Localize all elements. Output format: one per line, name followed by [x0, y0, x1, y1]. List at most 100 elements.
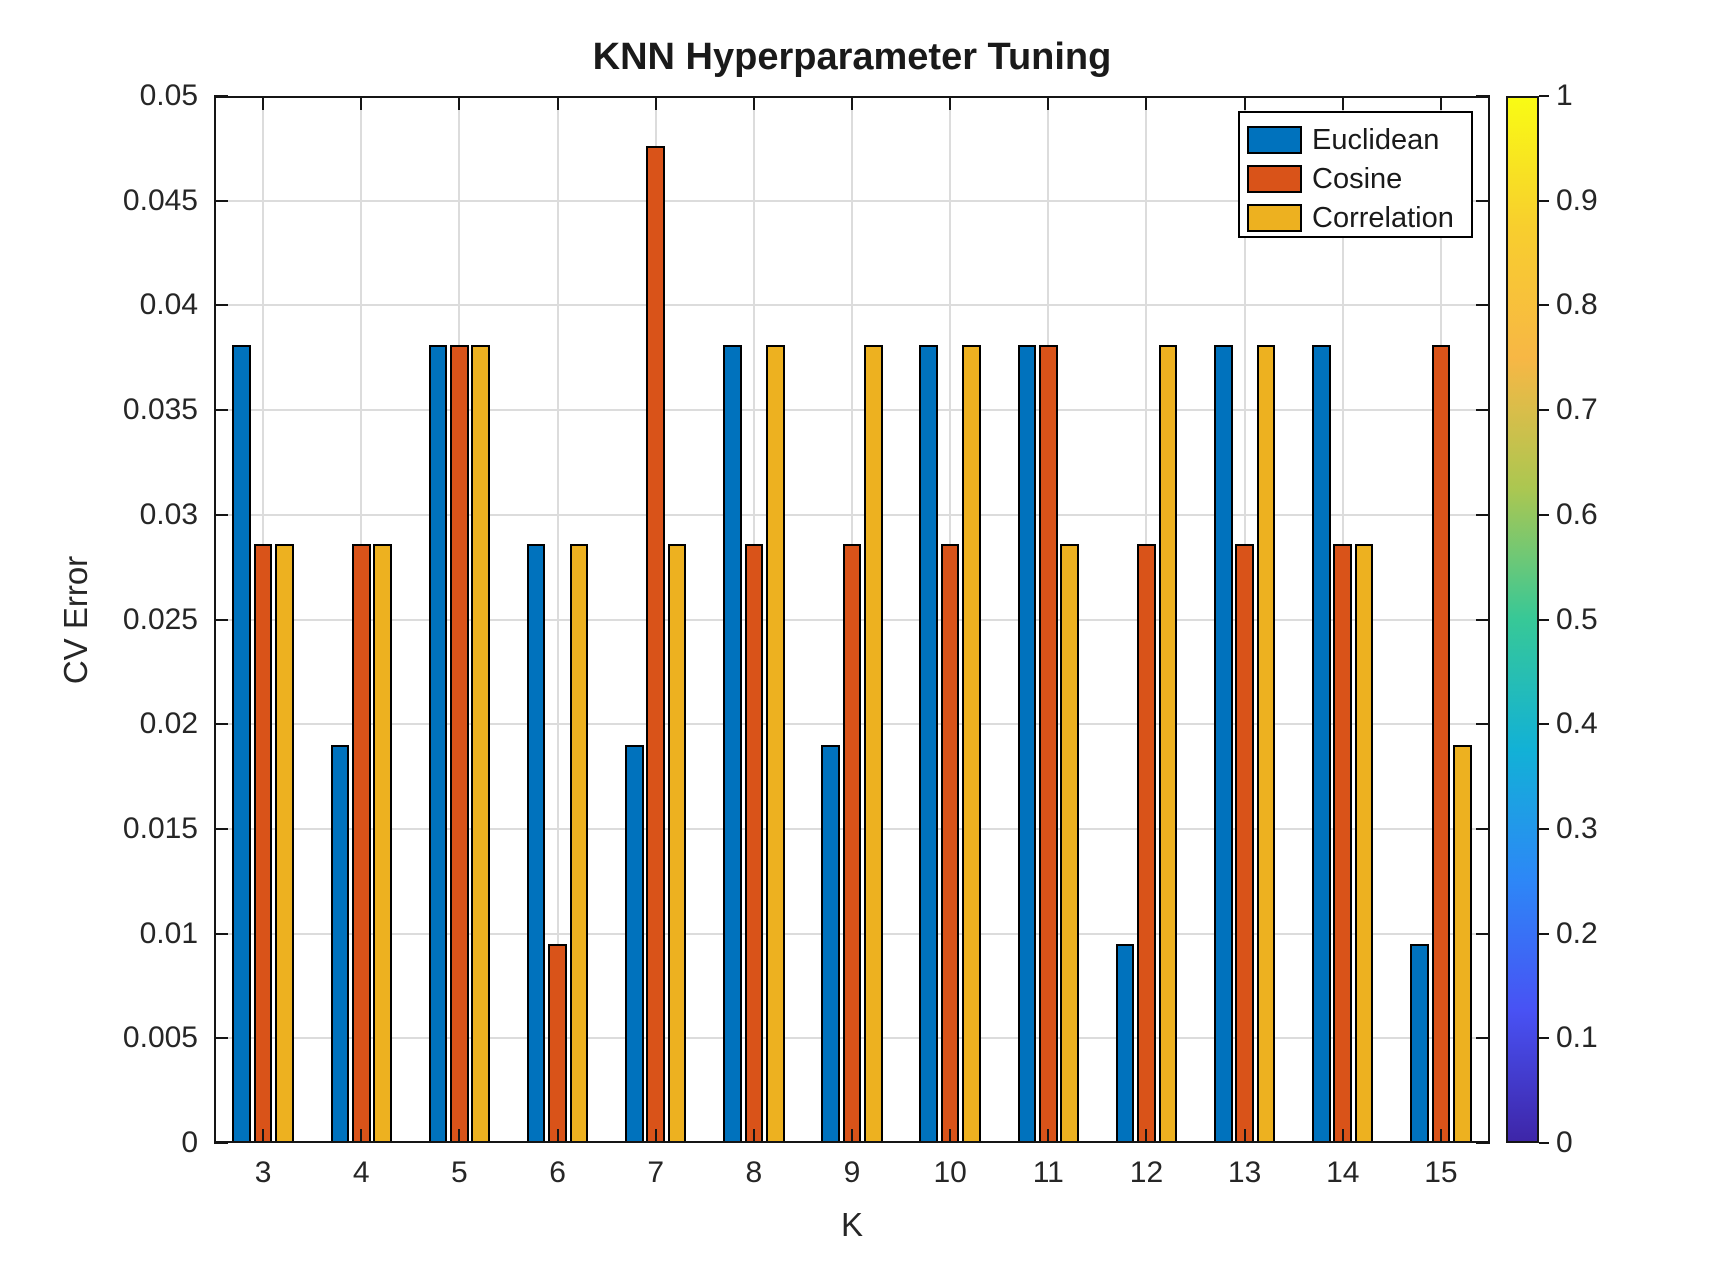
legend-swatch-cosine [1247, 164, 1302, 193]
colorbar-tick-label: 0.7 [1556, 393, 1598, 427]
y-tick-right [1476, 95, 1490, 97]
colorbar-tick [1539, 827, 1549, 830]
colorbar-tick [1539, 513, 1549, 516]
plot-area [214, 95, 1490, 1144]
x-tick-label: 15 [1424, 1156, 1458, 1189]
bar-euclidean-k8 [723, 345, 742, 1143]
bar-euclidean-k14 [1312, 345, 1331, 1143]
x-tick-bottom [262, 1129, 265, 1143]
legend-row-euclidean: Euclidean [1240, 120, 1471, 159]
x-tick-label: 5 [451, 1156, 468, 1189]
y-tick-right [1476, 827, 1490, 830]
colorbar-tick-label: 0 [1556, 1126, 1573, 1159]
bar-euclidean-k6 [526, 544, 546, 1143]
bar-euclidean-k11 [1017, 345, 1037, 1143]
bar-euclidean-k3 [232, 345, 251, 1143]
bar-euclidean-k5 [428, 345, 448, 1143]
legend-row-cosine: Cosine [1240, 159, 1471, 198]
x-tick-bottom [949, 1129, 952, 1143]
y-tick-label: 0.045 [122, 183, 198, 217]
x-tick-bottom [654, 1129, 657, 1143]
y-tick-right [1476, 1142, 1490, 1144]
bar-correlation-k14 [1354, 544, 1374, 1143]
x-axis-label: K [840, 1206, 863, 1243]
y-tick-left [214, 304, 228, 307]
x-tick-top [851, 96, 853, 110]
y-tick-right [1476, 409, 1490, 412]
x-tick-label: 11 [1032, 1156, 1064, 1189]
colorbar-tick-label: 0.3 [1556, 811, 1598, 845]
y-tick-left [214, 932, 228, 935]
colorbar-tick-label: 0.2 [1556, 916, 1598, 950]
x-tick-top [1341, 96, 1344, 110]
x-tick-top [262, 96, 265, 110]
bar-cosine-k10 [940, 544, 960, 1143]
legend: Euclidean Cosine Correlation [1238, 111, 1473, 238]
y-tick-label: 0.025 [122, 602, 198, 636]
bar-cosine-k7 [646, 146, 665, 1143]
x-tick-top [752, 96, 755, 110]
bar-cosine-k4 [351, 544, 371, 1143]
bar-cosine-k3 [253, 544, 273, 1143]
y-tick-left [214, 409, 228, 412]
y-tick-label: 0 [181, 1126, 198, 1159]
y-tick-left [214, 95, 228, 97]
x-tick-bottom [752, 1129, 755, 1143]
x-tick-top [458, 96, 461, 110]
colorbar-tick-label: 0.8 [1556, 288, 1598, 322]
x-tick-label: 6 [549, 1156, 566, 1189]
colorbar-tick-label: 1 [1556, 79, 1573, 112]
colorbar-tick-label: 0.4 [1556, 707, 1598, 741]
bar-correlation-k5 [471, 345, 491, 1143]
x-tick-label: 3 [254, 1156, 272, 1189]
x-tick-label: 8 [745, 1156, 763, 1189]
legend-row-correlation: Correlation [1240, 198, 1471, 237]
y-tick-right [1476, 1037, 1490, 1040]
x-tick-bottom [851, 1129, 853, 1143]
x-tick-top [1243, 96, 1246, 110]
bar-correlation-k7 [667, 544, 687, 1143]
y-tick-left [214, 827, 228, 830]
x-tick-top [1439, 96, 1442, 110]
colorbar-tick [1539, 304, 1549, 307]
y-tick-label: 0.005 [122, 1021, 198, 1055]
x-tick-bottom [1243, 1129, 1246, 1143]
bar-cosine-k11 [1038, 345, 1058, 1143]
y-tick-label: 0.03 [139, 497, 198, 531]
x-tick-bottom [556, 1129, 559, 1143]
bar-cosine-k6 [548, 944, 567, 1143]
x-tick-top [949, 96, 952, 110]
legend-swatch-euclidean [1247, 125, 1302, 154]
y-tick-left [214, 723, 228, 726]
colorbar [1506, 96, 1539, 1143]
bar-cosine-k13 [1235, 544, 1254, 1143]
legend-label-correlation: Correlation [1312, 201, 1454, 234]
colorbar-tick [1539, 95, 1549, 97]
bar-euclidean-k12 [1115, 944, 1135, 1143]
legend-label-cosine: Cosine [1312, 162, 1403, 195]
y-tick-left [214, 1142, 228, 1144]
bar-correlation-k6 [569, 544, 589, 1143]
x-gridline [556, 96, 559, 1143]
x-tick-bottom [1145, 1129, 1148, 1143]
bar-cosine-k15 [1431, 345, 1451, 1143]
bar-cosine-k12 [1137, 544, 1156, 1143]
y-tick-label: 0.01 [139, 916, 198, 950]
x-tick-label: 12 [1129, 1156, 1164, 1189]
bar-cosine-k8 [744, 544, 764, 1143]
y-tick-right [1476, 304, 1490, 307]
y-tick-label: 0.035 [122, 393, 198, 427]
colorbar-tick [1539, 1037, 1549, 1040]
colorbar-tick [1539, 409, 1549, 412]
legend-label-euclidean: Euclidean [1312, 123, 1440, 156]
bar-cosine-k9 [842, 544, 862, 1143]
x-tick-bottom [1439, 1129, 1442, 1143]
y-tick-label: 0.04 [139, 288, 198, 322]
x-tick-bottom [1341, 1129, 1344, 1143]
x-tick-top [360, 96, 363, 110]
bar-correlation-k8 [765, 345, 785, 1143]
bar-cosine-k14 [1333, 544, 1353, 1143]
bar-correlation-k4 [373, 544, 392, 1143]
colorbar-tick [1539, 1142, 1549, 1144]
